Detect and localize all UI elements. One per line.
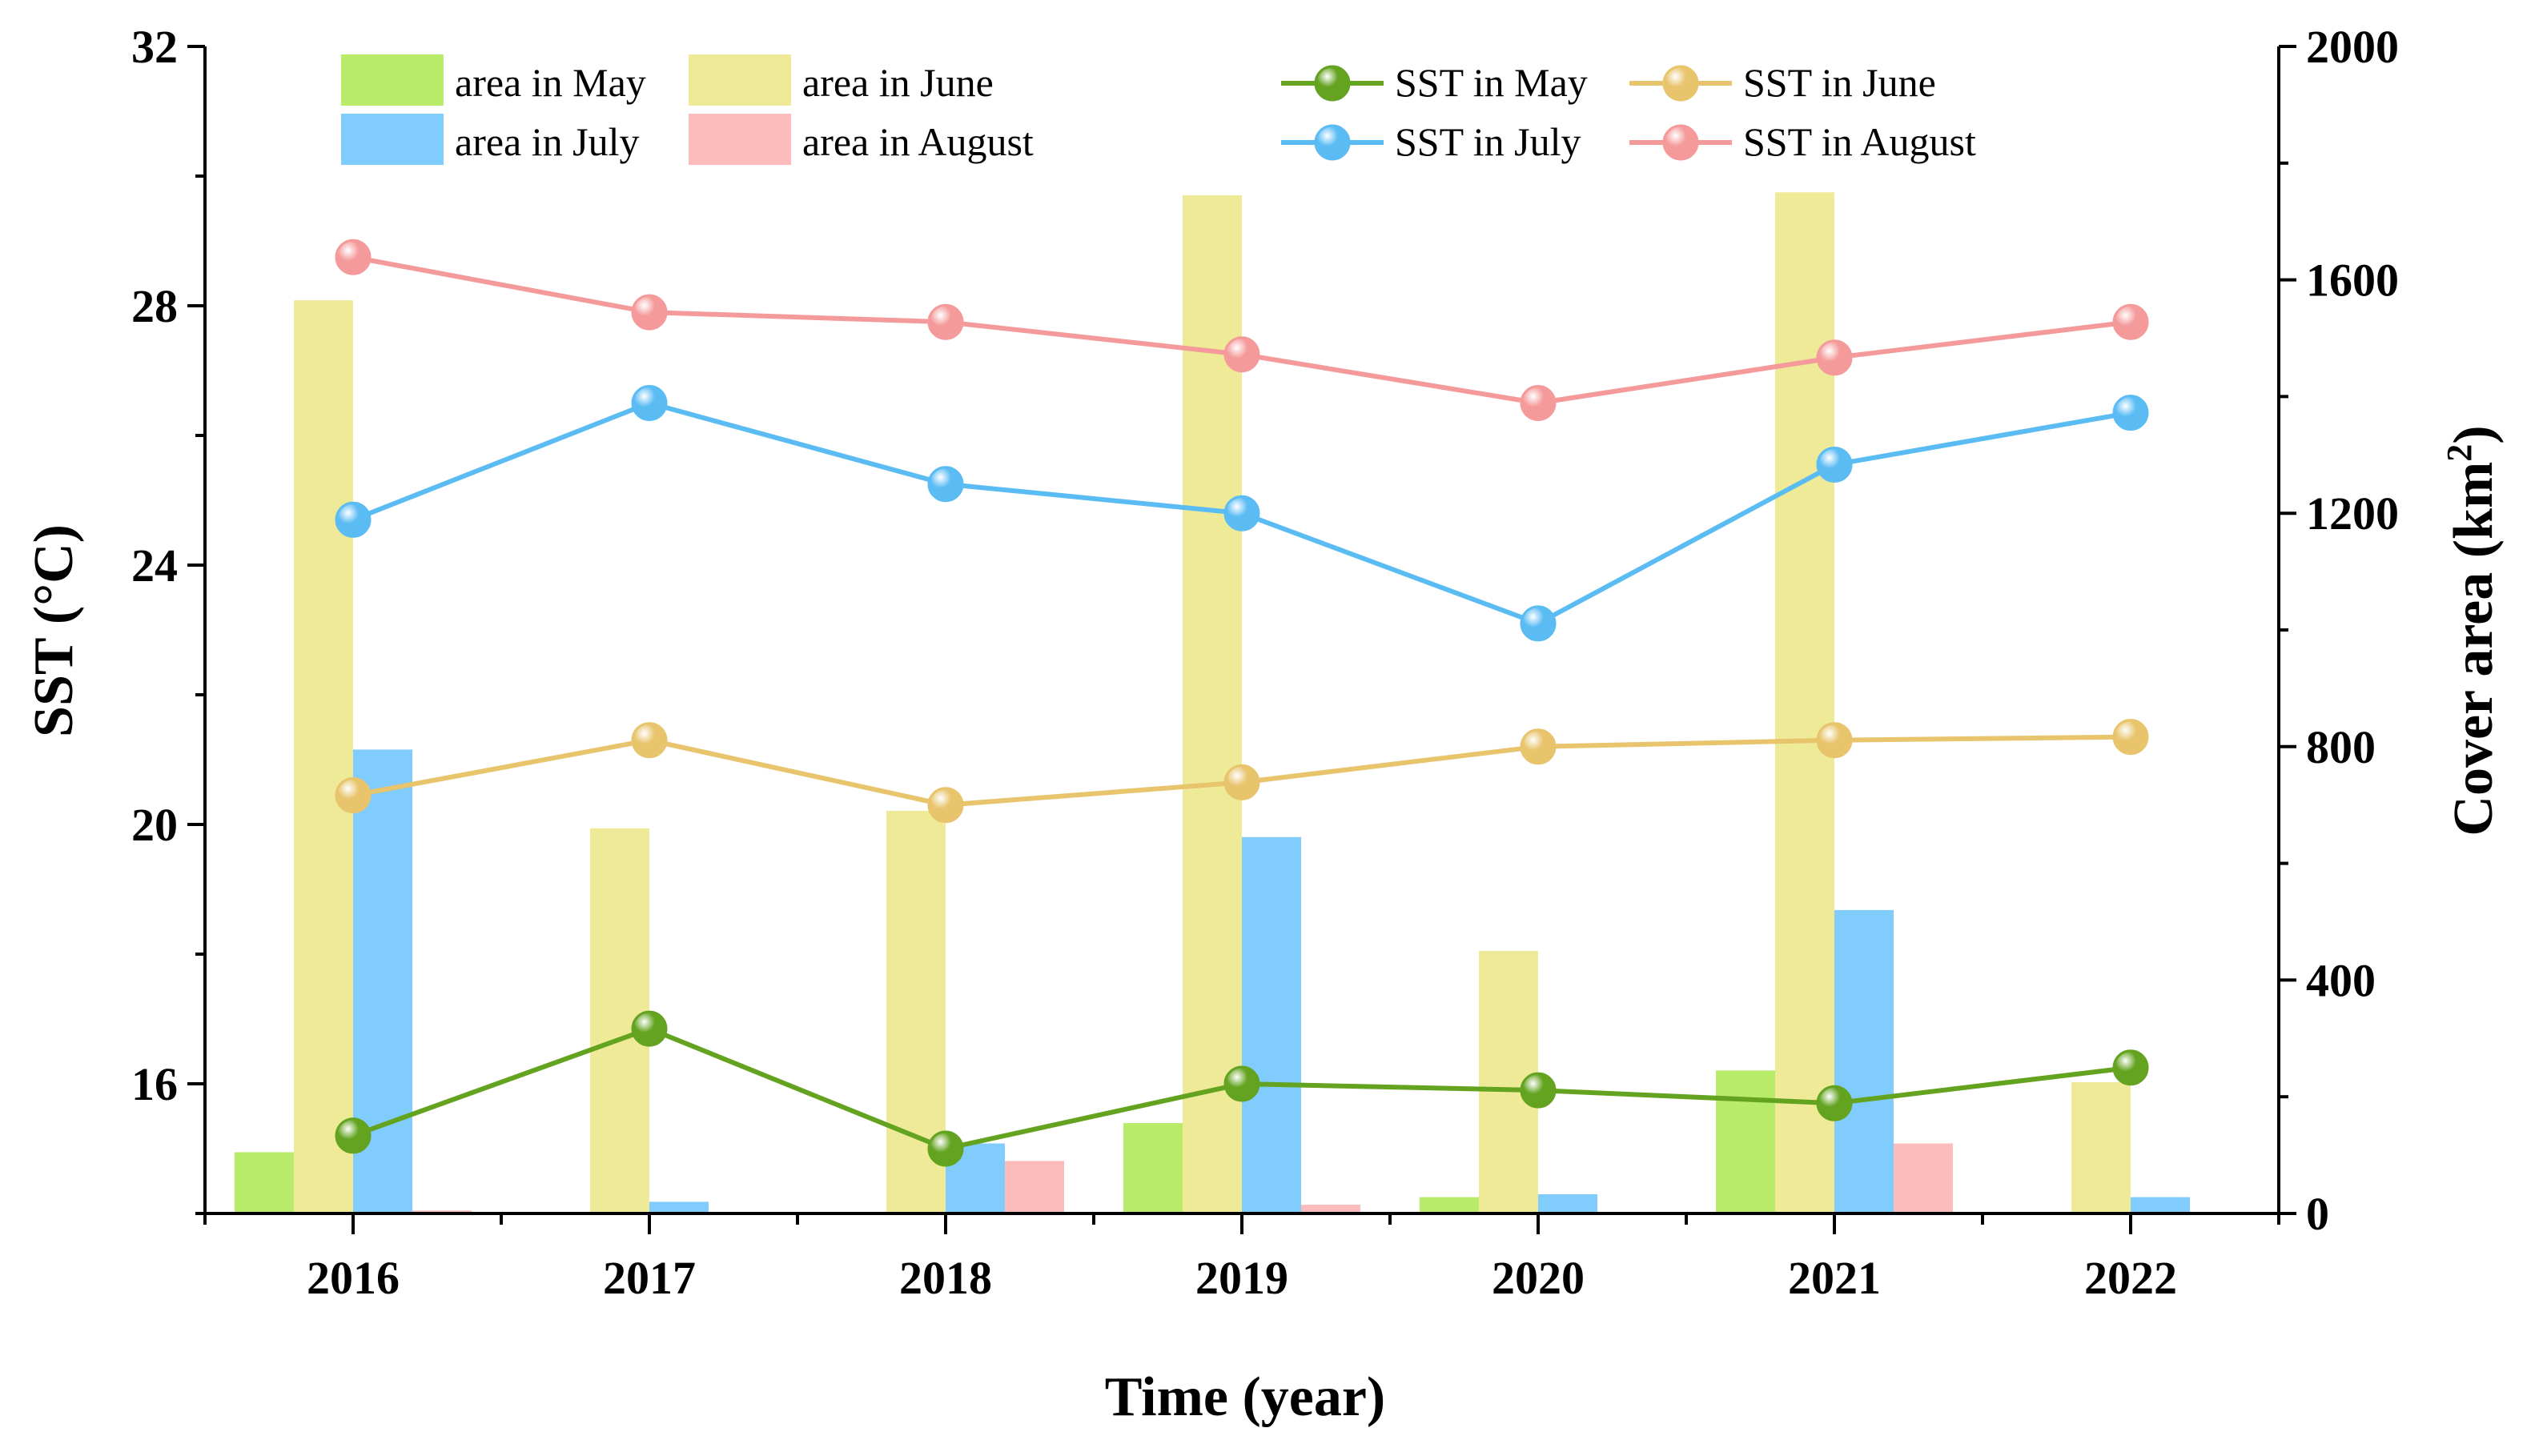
legend-swatch-marker [1662, 124, 1699, 161]
y-right-tick-label: 400 [2306, 954, 2376, 1006]
point-sst-in-june-2016 [335, 777, 372, 814]
point-sst-in-may-2016 [335, 1117, 372, 1154]
x-tick-label: 2021 [1788, 1252, 1881, 1304]
point-sst-in-may-2019 [1223, 1065, 1260, 1102]
x-tick-label: 2016 [307, 1252, 400, 1304]
bar-area-in-may-2016 [235, 1152, 294, 1213]
x-tick-label: 2018 [899, 1252, 992, 1304]
point-sst-in-june-2022 [2112, 719, 2149, 756]
point-sst-in-july-2017 [631, 385, 668, 421]
y-right-tick-label: 1200 [2306, 487, 2399, 539]
point-sst-in-august-2016 [335, 239, 372, 275]
y-left-axis-title: SST (°C) [23, 524, 85, 737]
bar-area-in-july-2022 [2131, 1197, 2190, 1213]
legend-swatch-marker [1314, 124, 1351, 161]
point-sst-in-august-2019 [1223, 336, 1260, 373]
x-tick-label: 2017 [603, 1252, 696, 1304]
point-sst-in-june-2020 [1520, 728, 1557, 765]
bar-area-in-july-2019 [1242, 836, 1301, 1213]
legend-swatch-bar [689, 114, 791, 165]
bar-area-in-july-2017 [649, 1201, 709, 1213]
bar-area-in-august-2019 [1301, 1205, 1360, 1213]
bar-area-in-may-2020 [1420, 1197, 1479, 1213]
y-right-title-suffix: ) [2443, 425, 2505, 443]
legend-label: area in May [455, 60, 646, 105]
bar-area-in-july-2020 [1538, 1193, 1597, 1213]
legend-layer: area in May area in June area in July area … [341, 54, 1976, 165]
bar-area-in-may-2021 [1716, 1070, 1775, 1213]
legend-label: area in August [802, 119, 1034, 164]
point-sst-in-july-2021 [1816, 446, 1853, 483]
point-sst-in-may-2022 [2112, 1049, 2149, 1086]
lines-layer [335, 239, 2149, 1167]
axes-layer: 16 20 24 28 32 0 400 800 1200 1600 2000 2016 2017 201… [131, 21, 2399, 1304]
legend-swatch-marker [1662, 65, 1699, 102]
point-sst-in-august-2021 [1816, 339, 1853, 376]
legend-swatch-bar [341, 114, 444, 165]
y-left-tick-label: 24 [131, 539, 178, 592]
legend-label: SST in June [1743, 60, 1936, 105]
point-sst-in-may-2021 [1816, 1085, 1853, 1121]
y-right-tick-label: 2000 [2306, 21, 2399, 73]
y-right-tick-label: 800 [2306, 721, 2376, 773]
point-sst-in-july-2018 [927, 466, 964, 503]
legend-label: SST in July [1395, 119, 1581, 164]
y-right-title-sup: 2 [2440, 444, 2479, 462]
y-right-tick-label: 1600 [2306, 255, 2399, 307]
point-sst-in-may-2017 [631, 1010, 668, 1047]
point-sst-in-august-2022 [2112, 303, 2149, 340]
bar-area-in-august-2021 [1894, 1143, 1953, 1213]
legend-swatch-bar [689, 54, 791, 106]
bar-area-in-may-2019 [1123, 1123, 1183, 1213]
y-right-axis-title: Cover area (km2) [2440, 425, 2505, 836]
point-sst-in-august-2018 [927, 303, 964, 340]
x-tick-label: 2022 [2084, 1252, 2177, 1304]
x-tick-label: 2019 [1195, 1252, 1288, 1304]
point-sst-in-june-2021 [1816, 722, 1853, 759]
point-sst-in-august-2020 [1520, 385, 1557, 421]
point-sst-in-july-2020 [1520, 605, 1557, 642]
y-right-tick-label: 0 [2306, 1188, 2329, 1240]
y-left-tick-label: 28 [131, 280, 178, 332]
point-sst-in-july-2019 [1223, 495, 1260, 531]
bars-layer [235, 192, 2190, 1213]
point-sst-in-june-2017 [631, 722, 668, 759]
point-sst-in-july-2022 [2112, 395, 2149, 431]
point-sst-in-august-2017 [631, 294, 668, 331]
legend-swatch-marker [1314, 65, 1351, 102]
bar-area-in-june-2022 [2071, 1081, 2131, 1213]
point-sst-in-may-2020 [1520, 1072, 1557, 1109]
point-sst-in-july-2016 [335, 501, 372, 538]
x-axis-title: Time (year) [1105, 1366, 1386, 1428]
y-left-tick-label: 16 [131, 1058, 178, 1110]
x-tick-label: 2020 [1492, 1252, 1585, 1304]
legend-label: area in July [455, 119, 639, 164]
point-sst-in-may-2018 [927, 1130, 964, 1167]
y-right-title-prefix: Cover area (km [2443, 462, 2505, 836]
point-sst-in-june-2019 [1223, 764, 1260, 800]
legend-label: SST in May [1395, 60, 1588, 105]
legend-swatch-bar [341, 54, 444, 106]
legend-label: SST in August [1743, 119, 1976, 164]
y-left-tick-label: 32 [131, 21, 178, 73]
bar-area-in-july-2021 [1834, 909, 1894, 1213]
legend-label: area in June [802, 60, 994, 105]
bar-area-in-august-2018 [1005, 1161, 1064, 1213]
point-sst-in-june-2018 [927, 787, 964, 824]
bar-area-in-june-2016 [294, 300, 353, 1213]
y-left-tick-label: 20 [131, 799, 178, 851]
